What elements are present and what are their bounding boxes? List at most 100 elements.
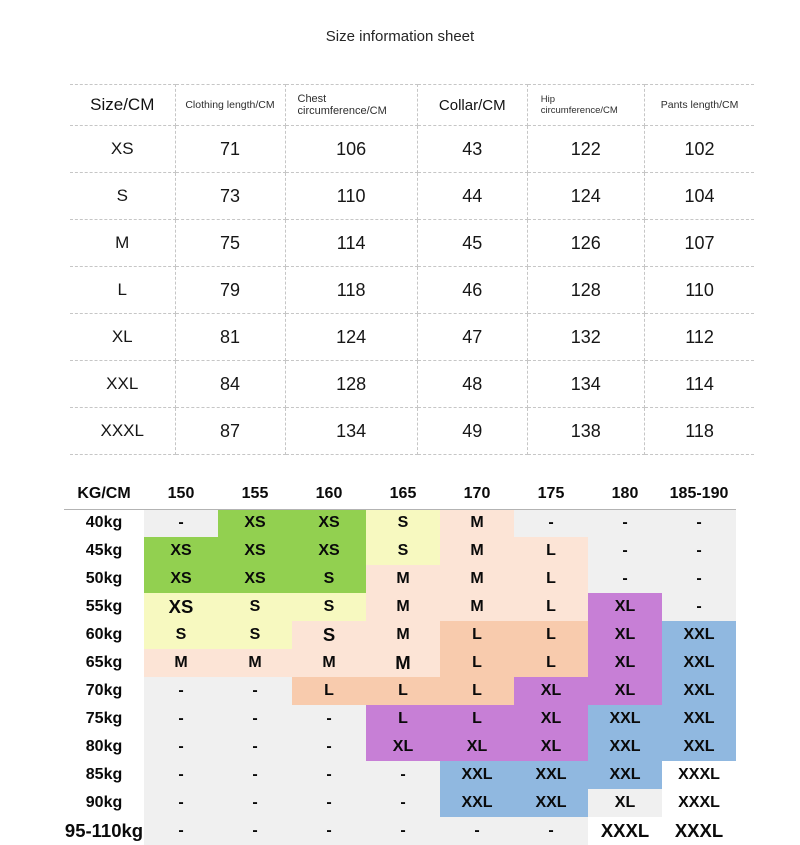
fit-size-cell: S <box>366 537 440 565</box>
fit-size-cell: - <box>144 733 218 761</box>
fit-table-header: 150 <box>144 479 218 510</box>
fit-table-row: 60kg S S S M L L XL XXL <box>64 621 736 649</box>
fit-size-cell: XXL <box>514 761 588 789</box>
size-table-row: M 75 114 45 126 107 <box>70 219 755 267</box>
fit-size-cell: XXXL <box>662 789 736 817</box>
fit-size-cell: XXL <box>662 733 736 761</box>
fit-size-cell: - <box>514 509 588 537</box>
fit-size-cell: - <box>144 509 218 537</box>
size-table-row: XL 81 124 47 132 112 <box>70 313 755 361</box>
fit-size-cell: XS <box>218 509 292 537</box>
fit-table-row: 85kg - - - - XXL XXL XXL XXXL <box>64 761 736 789</box>
fit-table-header: 175 <box>514 479 588 510</box>
size-value-cell: 128 <box>526 266 645 314</box>
fit-size-cell: XL <box>514 705 588 733</box>
fit-table-row: 75kg - - - L L XL XXL XXL <box>64 705 736 733</box>
fit-table-header: 170 <box>440 479 514 510</box>
size-value-cell: 46 <box>416 266 528 314</box>
fit-size-cell: - <box>514 817 588 845</box>
fit-size-cell: L <box>514 565 588 593</box>
fit-size-cell: L <box>440 705 514 733</box>
fit-size-cell: M <box>440 509 514 537</box>
fit-table-row: 90kg - - - - XXL XXL XL XXXL <box>64 789 736 817</box>
size-value-cell: 134 <box>284 407 418 455</box>
fit-size-cell: XXL <box>662 621 736 649</box>
fit-table-row: 80kg - - - XL XL XL XXL XXL <box>64 733 736 761</box>
fit-size-cell: XXL <box>588 705 662 733</box>
size-table-head: Size/CM Clothing length/CM Chest circumfer… <box>70 84 755 126</box>
fit-size-cell: XL <box>588 593 662 621</box>
fit-size-cell: S <box>292 593 366 621</box>
size-table-row: XXL 84 128 48 134 114 <box>70 360 755 408</box>
fit-size-cell: L <box>514 537 588 565</box>
fit-size-cell: - <box>218 789 292 817</box>
fit-size-cell: XS <box>292 509 366 537</box>
fit-table-row: 95-110kg - - - - - - XXXL XXXL <box>64 817 736 845</box>
fit-size-cell: L <box>366 677 440 705</box>
fit-size-cell: L <box>292 677 366 705</box>
fit-size-cell: XL <box>588 789 662 817</box>
weight-label-cell: 70kg <box>85 682 123 699</box>
fit-size-cell: - <box>366 761 440 789</box>
size-label-cell: XL <box>70 313 176 361</box>
size-value-cell: 138 <box>526 407 645 455</box>
size-label-cell: M <box>70 219 176 267</box>
size-label-cell: XS <box>70 125 176 173</box>
fit-table-row: 50kg XS XS S M M L - - <box>64 565 736 593</box>
size-value-cell: 118 <box>284 266 418 314</box>
fit-size-cell: - <box>588 537 662 565</box>
fit-size-cell: M <box>366 593 440 621</box>
fit-size-cell: L <box>440 649 514 677</box>
fit-size-cell: L <box>366 705 440 733</box>
fit-size-cell: XXXL <box>662 817 736 845</box>
fit-size-cell: XXL <box>440 789 514 817</box>
size-value-cell: 104 <box>643 172 755 220</box>
fit-table-header: 165 <box>366 479 440 510</box>
weight-height-table: KG/CM 150 155 160 165 170 175 180 185-190 40kg - X… <box>64 479 736 845</box>
fit-size-cell: XXL <box>662 705 736 733</box>
size-value-cell: 44 <box>416 172 528 220</box>
fit-size-cell: XS <box>218 565 292 593</box>
weight-label-cell: 90kg <box>85 794 123 811</box>
fit-size-cell: XS <box>292 537 366 565</box>
size-value-cell: 118 <box>643 407 755 455</box>
weight-label-cell: 60kg <box>85 626 123 643</box>
fit-size-cell: XL <box>440 733 514 761</box>
fit-size-cell: M <box>440 593 514 621</box>
fit-size-cell: - <box>662 593 736 621</box>
fit-size-cell: - <box>440 817 514 845</box>
fit-size-cell: M <box>440 537 514 565</box>
fit-size-cell: XS <box>144 565 218 593</box>
fit-size-cell: - <box>218 817 292 845</box>
weight-label-cell: 45kg <box>85 542 123 559</box>
size-value-cell: 124 <box>284 313 418 361</box>
size-value-cell: 81 <box>174 313 286 361</box>
size-table-header: Collar/CM <box>416 84 528 126</box>
fit-size-cell: - <box>292 733 366 761</box>
fit-size-cell: XL <box>514 677 588 705</box>
size-value-cell: 112 <box>643 313 755 361</box>
fit-table-head: KG/CM 150 155 160 165 170 175 180 185-190 <box>64 479 736 510</box>
fit-size-cell: - <box>144 817 218 845</box>
fit-size-cell: S <box>218 621 292 649</box>
size-table-header: Chest circumference/CM <box>284 84 418 126</box>
fit-size-cell: - <box>662 509 736 537</box>
fit-size-cell: XXL <box>514 789 588 817</box>
fit-size-cell: XL <box>588 677 662 705</box>
fit-size-cell: - <box>144 677 218 705</box>
size-table-row: L 79 118 46 128 110 <box>70 266 755 314</box>
fit-size-cell: M <box>218 649 292 677</box>
size-table-header: Clothing length/CM <box>174 84 286 126</box>
size-table-row: S 73 110 44 124 104 <box>70 172 755 220</box>
fit-size-cell: XL <box>366 733 440 761</box>
size-value-cell: 87 <box>174 407 286 455</box>
size-value-cell: 48 <box>416 360 528 408</box>
fit-table-row: 45kg XS XS XS S M L - - <box>64 537 736 565</box>
weight-label-cell: 55kg <box>85 598 123 615</box>
fit-size-cell: XXL <box>588 733 662 761</box>
fit-table-header: 185-190 <box>662 479 736 510</box>
fit-size-cell: - <box>218 677 292 705</box>
fit-size-cell: XXL <box>662 649 736 677</box>
size-value-cell: 124 <box>526 172 645 220</box>
fit-size-cell: XXL <box>662 677 736 705</box>
